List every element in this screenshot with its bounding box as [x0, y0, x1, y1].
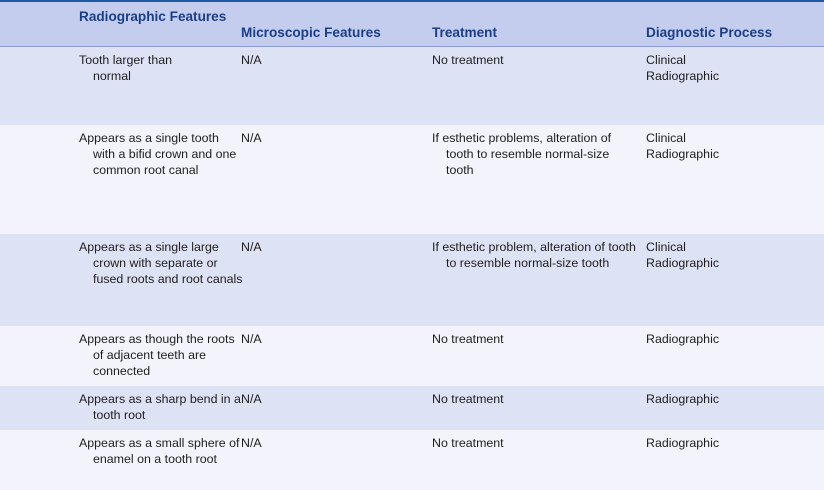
diagnostic-process-cell: Radiographic	[646, 435, 816, 451]
header-microscopic-features: Microscopic Features	[241, 25, 381, 40]
radiographic-features-cell: Appears as a single tooth with a bifid c…	[79, 131, 237, 178]
diagnostic-item: Clinical	[646, 131, 686, 145]
header-treatment: Treatment	[432, 25, 497, 40]
diagnostic-item: Radiographic	[646, 436, 720, 450]
diagnostic-process-cell: Radiographic	[646, 331, 816, 347]
radiographic-features-cell: Appears as a small sphere of enamel on a…	[79, 436, 240, 467]
diagnostic-process-cell: Radiographic	[646, 391, 816, 407]
microscopic-features-cell: N/A	[241, 131, 262, 145]
diagnostic-process-cell: Clinical Radiographic	[646, 239, 816, 271]
treatment-cell: No treatment	[432, 436, 504, 450]
radiographic-features-cell: Tooth larger than normal	[79, 53, 172, 84]
table-row: Appears as a small sphere of enamel on a…	[0, 430, 824, 490]
microscopic-features-cell: N/A	[241, 53, 262, 67]
treatment-cell: No treatment	[432, 332, 504, 346]
treatment-cell: If esthetic problem, alteration of tooth…	[432, 240, 636, 271]
treatment-cell: If esthetic problems, alteration of toot…	[432, 131, 612, 178]
treatment-cell: No treatment	[432, 53, 504, 67]
treatment-cell: No treatment	[432, 392, 504, 406]
microscopic-features-cell: N/A	[241, 240, 262, 254]
radiographic-features-cell: Appears as a single large crown with sep…	[79, 240, 243, 287]
table-row: Appears as a single large crown with sep…	[0, 234, 824, 326]
diagnostic-process-cell: Clinical Radiographic	[646, 130, 816, 162]
diagnostic-item: Radiographic	[646, 332, 720, 346]
table-header-row: Radiographic Features Microscopic Featur…	[0, 2, 824, 47]
diagnostic-item: Clinical	[646, 53, 686, 67]
microscopic-features-cell: N/A	[241, 436, 262, 450]
diagnostic-item: Clinical	[646, 240, 686, 254]
radiographic-features-cell: Appears as though the roots of adjacent …	[79, 332, 235, 379]
diagnostic-item: Radiographic	[646, 392, 720, 406]
microscopic-features-cell: N/A	[241, 332, 262, 346]
diagnostic-item: Radiographic	[646, 147, 720, 162]
radiographic-features-cell: Appears as a sharp bend in a tooth root	[79, 392, 241, 423]
table-row: Appears as a sharp bend in a tooth root …	[0, 386, 824, 430]
microscopic-features-cell: N/A	[241, 392, 262, 406]
table-row: Appears as a single tooth with a bifid c…	[0, 125, 824, 234]
header-radiographic-features: Radiographic Features	[79, 9, 227, 24]
header-diagnostic-process: Diagnostic Process	[646, 25, 773, 40]
diagnostic-item: Radiographic	[646, 256, 720, 271]
diagnostic-item: Radiographic	[646, 69, 720, 84]
diagnostic-process-cell: Clinical Radiographic	[646, 52, 816, 84]
table-row: Appears as though the roots of adjacent …	[0, 326, 824, 386]
table-row: Tooth larger than normal N/A No treatmen…	[0, 47, 824, 125]
